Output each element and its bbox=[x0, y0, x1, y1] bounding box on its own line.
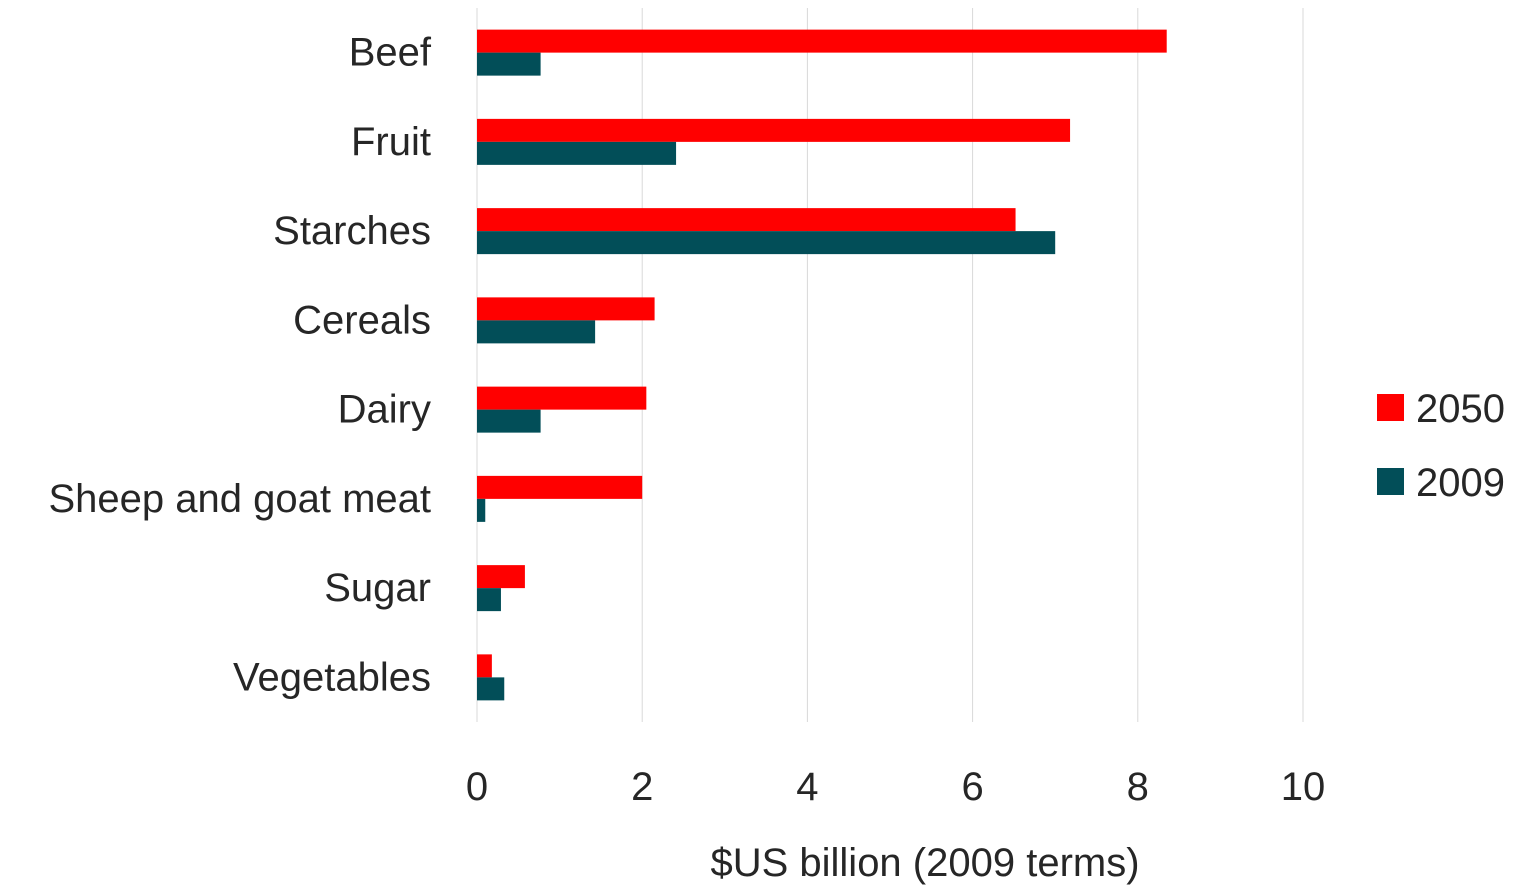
category-label: Starches bbox=[273, 209, 431, 253]
bar-2050-vegetables bbox=[477, 654, 492, 678]
bar-2050-cereals bbox=[477, 297, 655, 321]
category-label: Dairy bbox=[338, 388, 431, 432]
bar-2050-beef bbox=[477, 29, 1167, 53]
bar-2009-beef bbox=[477, 52, 541, 76]
category-label: Fruit bbox=[351, 120, 431, 164]
bar-2050-sheep-and-goat-meat bbox=[477, 475, 643, 499]
x-tick-label: 0 bbox=[466, 765, 488, 809]
x-tick-label: 2 bbox=[631, 765, 653, 809]
x-tick-labels: 0 2 4 6 8 10 bbox=[466, 765, 1325, 809]
gridlines bbox=[476, 8, 1304, 722]
category-label: Vegetables bbox=[233, 655, 431, 699]
bar-2009-cereals bbox=[477, 320, 596, 344]
category-labels: Beef Fruit Starches Cereals Dairy Sheep and g… bbox=[48, 31, 431, 700]
legend-label-2050: 2050 bbox=[1416, 387, 1505, 431]
x-tick-label: 10 bbox=[1281, 765, 1326, 809]
bar-2009-dairy bbox=[477, 409, 541, 433]
category-label: Sugar bbox=[324, 566, 431, 610]
x-tick-label: 8 bbox=[1127, 765, 1149, 809]
bar-2009-sheep-and-goat-meat bbox=[477, 498, 486, 522]
bar-2050-sugar bbox=[477, 565, 525, 589]
bar-2050-fruit bbox=[477, 118, 1071, 142]
bars bbox=[477, 29, 1167, 701]
category-label: Cereals bbox=[293, 298, 431, 342]
legend: 2050 2009 bbox=[1377, 387, 1505, 505]
legend-swatch-2009 bbox=[1377, 468, 1404, 495]
category-label: Beef bbox=[349, 31, 432, 75]
category-label: Sheep and goat meat bbox=[48, 477, 431, 521]
bar-2050-starches bbox=[477, 208, 1016, 232]
bar-2009-vegetables bbox=[477, 677, 505, 701]
bar-2009-starches bbox=[477, 231, 1056, 255]
legend-label-2009: 2009 bbox=[1416, 461, 1505, 505]
x-axis-title: $US billion (2009 terms) bbox=[710, 841, 1139, 885]
legend-swatch-2050 bbox=[1377, 394, 1404, 421]
x-tick-label: 4 bbox=[796, 765, 818, 809]
bar-2009-sugar bbox=[477, 588, 501, 612]
x-tick-label: 6 bbox=[961, 765, 983, 809]
bar-2009-fruit bbox=[477, 141, 677, 165]
bar-2050-dairy bbox=[477, 386, 647, 410]
